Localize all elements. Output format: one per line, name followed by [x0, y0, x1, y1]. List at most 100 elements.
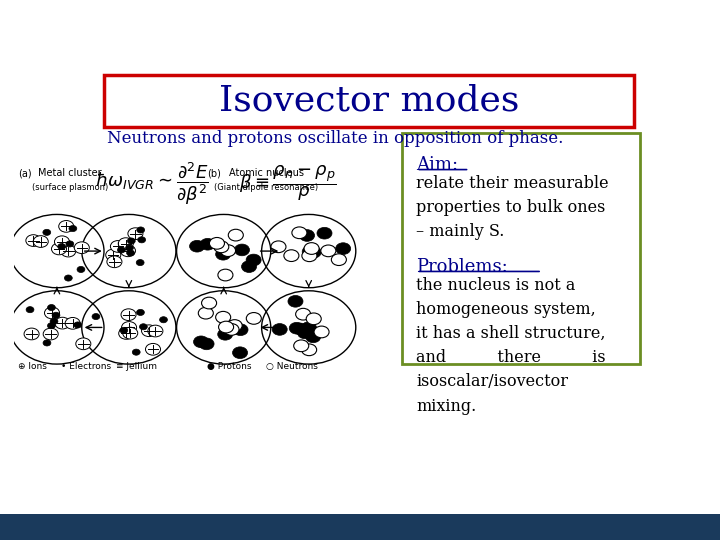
Circle shape	[138, 237, 145, 243]
Circle shape	[314, 326, 329, 338]
Text: (Giant dipole resonance): (Giant dipole resonance)	[214, 184, 318, 192]
Circle shape	[200, 238, 215, 250]
Circle shape	[331, 254, 346, 266]
Circle shape	[122, 327, 138, 339]
Circle shape	[117, 247, 125, 253]
Text: $\hbar\omega_{IVGR} \sim \dfrac{\partial^2 E}{\partial\beta^2}$: $\hbar\omega_{IVGR} \sim \dfrac{\partial…	[94, 160, 208, 207]
Circle shape	[120, 327, 127, 333]
Circle shape	[137, 227, 145, 233]
Circle shape	[132, 349, 140, 355]
Circle shape	[217, 245, 232, 256]
Text: Metal cluster: Metal cluster	[38, 168, 102, 178]
Circle shape	[55, 236, 70, 248]
Circle shape	[189, 240, 204, 252]
Circle shape	[137, 309, 145, 315]
Text: Isovector modes: Isovector modes	[219, 84, 519, 118]
Circle shape	[66, 241, 73, 247]
Circle shape	[43, 328, 58, 340]
Circle shape	[64, 275, 72, 281]
Text: • Electrons: • Electrons	[61, 362, 112, 370]
Text: relate their measurable
properties to bulk ones
– mainly S.: relate their measurable properties to bu…	[416, 175, 609, 240]
Circle shape	[294, 340, 309, 352]
Circle shape	[202, 297, 217, 309]
Text: (a): (a)	[18, 168, 31, 178]
Circle shape	[73, 322, 81, 328]
Circle shape	[216, 312, 230, 323]
Circle shape	[220, 245, 235, 256]
Circle shape	[52, 312, 60, 319]
Circle shape	[74, 242, 89, 254]
Circle shape	[293, 323, 308, 335]
Circle shape	[140, 324, 148, 330]
Circle shape	[106, 249, 121, 261]
Circle shape	[65, 318, 80, 329]
Circle shape	[216, 248, 230, 260]
Circle shape	[218, 269, 233, 281]
Circle shape	[214, 241, 229, 253]
Circle shape	[48, 305, 55, 310]
Circle shape	[302, 250, 317, 261]
Circle shape	[107, 256, 122, 268]
Circle shape	[160, 316, 168, 323]
Circle shape	[77, 266, 85, 273]
Circle shape	[271, 241, 286, 253]
Circle shape	[121, 309, 136, 321]
Circle shape	[317, 227, 332, 239]
Circle shape	[321, 245, 336, 256]
Circle shape	[306, 313, 321, 325]
Circle shape	[233, 347, 248, 359]
Circle shape	[145, 343, 161, 355]
Circle shape	[148, 325, 163, 337]
Circle shape	[45, 307, 60, 319]
Circle shape	[219, 321, 233, 333]
Circle shape	[246, 254, 261, 266]
Circle shape	[224, 323, 239, 335]
Text: Aim:: Aim:	[416, 156, 459, 174]
Circle shape	[122, 322, 137, 333]
Circle shape	[289, 322, 305, 334]
Circle shape	[198, 307, 213, 319]
Circle shape	[58, 244, 66, 249]
Circle shape	[128, 228, 143, 240]
Circle shape	[302, 246, 318, 258]
Circle shape	[110, 241, 125, 252]
Circle shape	[194, 336, 209, 348]
Circle shape	[55, 318, 70, 329]
Circle shape	[43, 340, 51, 346]
Circle shape	[24, 328, 39, 340]
Circle shape	[52, 243, 66, 255]
Circle shape	[228, 230, 243, 241]
Text: Problems:: Problems:	[416, 258, 508, 276]
Text: the nucleus is not a
homogeneous system,
it has a shell structure,
and          : the nucleus is not a homogeneous system,…	[416, 277, 606, 415]
Circle shape	[288, 295, 303, 307]
Circle shape	[272, 323, 287, 335]
Text: (b): (b)	[207, 168, 221, 178]
FancyBboxPatch shape	[402, 133, 639, 364]
Circle shape	[306, 331, 320, 343]
Circle shape	[26, 235, 41, 246]
Circle shape	[241, 261, 256, 273]
Circle shape	[210, 238, 225, 249]
Circle shape	[92, 314, 100, 320]
Circle shape	[235, 244, 250, 256]
Text: ⊕ Ions: ⊕ Ions	[18, 362, 47, 370]
Circle shape	[119, 328, 134, 339]
Circle shape	[125, 245, 133, 251]
Circle shape	[26, 307, 34, 313]
Circle shape	[120, 245, 135, 256]
Circle shape	[246, 313, 261, 324]
Text: (surface plasmon): (surface plasmon)	[32, 184, 108, 192]
Circle shape	[136, 260, 144, 266]
Text: ○ Neutrons: ○ Neutrons	[266, 362, 318, 370]
Circle shape	[43, 230, 50, 235]
Text: $\beta \equiv \dfrac{\rho_n - \rho_p}{\rho}$: $\beta \equiv \dfrac{\rho_n - \rho_p}{\r…	[239, 164, 337, 203]
Circle shape	[297, 327, 312, 339]
Circle shape	[76, 338, 91, 350]
Circle shape	[304, 242, 319, 254]
Circle shape	[60, 245, 76, 257]
Circle shape	[336, 243, 351, 254]
Circle shape	[302, 322, 316, 334]
Circle shape	[142, 325, 156, 336]
Circle shape	[306, 246, 321, 258]
Circle shape	[118, 238, 133, 249]
